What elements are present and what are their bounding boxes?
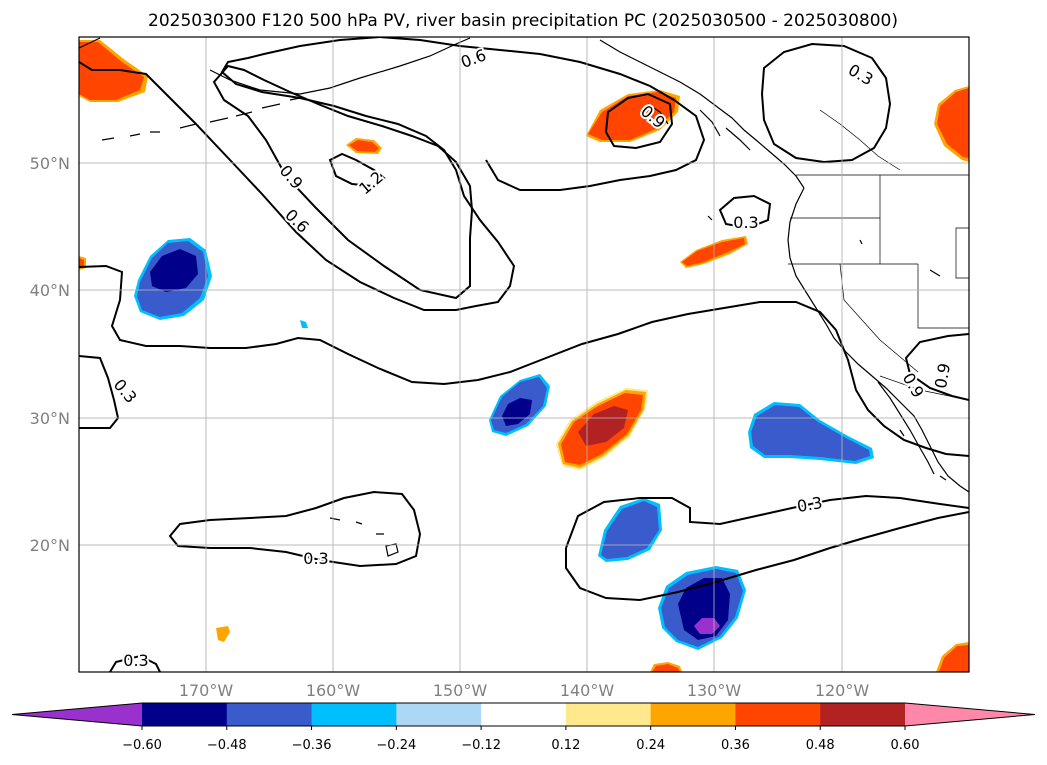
lon-label-130: 130°W — [687, 681, 742, 700]
pv-contour-0.6-se — [904, 333, 969, 401]
shade-orangered-gulf-alaska — [588, 92, 676, 140]
lat-label-20: 20°N — [30, 536, 70, 555]
shade-orangered-small-n — [349, 140, 379, 152]
colorbar-segment — [735, 703, 821, 726]
colorbar-tick-label: −0.36 — [292, 738, 332, 753]
lon-label-170: 170°W — [179, 681, 234, 700]
pv-contour-1.2 — [328, 152, 386, 188]
colorbar-tick-label: −0.48 — [207, 738, 247, 753]
shade-royalblue-e — [751, 405, 870, 461]
pv-contour-0.3-west — [79, 355, 120, 429]
border-ut-az — [955, 227, 969, 279]
coast-small-islands-e — [707, 215, 947, 481]
pv-contour-0.3-south-lower — [565, 511, 969, 602]
colorbar-tick-label: 0.36 — [721, 738, 750, 753]
shade-firebrick-c — [578, 406, 628, 446]
lat-label-50: 50°N — [30, 154, 70, 173]
shade-orangered-edge-w — [79, 258, 84, 268]
pv-contour-0.3-south — [565, 494, 969, 549]
clabel-0.3-sw: 0.3 — [123, 651, 148, 670]
shade-navy-w — [150, 249, 198, 292]
lon-label-150: 150°W — [433, 681, 488, 700]
map-panel: 0.6 0.3 0.9 1.2 0.9 0.6 0.3 0.3 0.9 0.9 … — [30, 36, 970, 700]
shade-orangered-se — [939, 645, 969, 672]
pv-contour-0.6-main — [79, 264, 969, 457]
colorbar-segment — [565, 703, 652, 726]
lon-label-160: 160°W — [306, 681, 361, 700]
pv-contour-0.3-sw — [109, 654, 161, 672]
colorbar-segment — [226, 703, 313, 726]
lon-label-140: 140°W — [560, 681, 615, 700]
lon-label-120: 120°W — [815, 681, 870, 700]
pv-contours — [79, 37, 969, 672]
pv-contour-0.9-gulf — [604, 92, 674, 150]
coast-baja — [877, 381, 935, 475]
clabel-0.3-hawaii: 0.3 — [303, 549, 328, 568]
shade-orangered-bottom — [652, 664, 680, 672]
colorbar: −0.60 −0.48 −0.36 −0.24 −0.12 0.12 0.24 0.36 0.4… — [11, 702, 1036, 753]
colorbar-tick-label: 0.12 — [551, 738, 580, 753]
pv-contour-0.3-hawaii — [168, 490, 422, 568]
lat-tick-labels: 50°N 40°N 30°N 20°N — [30, 154, 70, 555]
gridlines — [79, 37, 969, 672]
pv-contour-0.3-ne — [760, 42, 892, 164]
colorbar-segment — [820, 703, 906, 726]
precip-pc-shading — [79, 40, 969, 672]
coast-hawaii — [329, 517, 399, 557]
lat-label-40: 40°N — [30, 281, 70, 300]
colorbar-extend-min — [12, 703, 142, 726]
coast-alaska-peninsula — [79, 37, 471, 95]
colorbar-tick-label: −0.60 — [122, 738, 162, 753]
lat-label-30: 30°N — [30, 409, 70, 428]
figure-title: 2025030300 F120 500 hPa PV, river basin … — [148, 11, 898, 31]
colorbar-tick-label: −0.24 — [376, 738, 416, 753]
lon-tick-labels: 170°W 160°W 150°W 140°W 130°W 120°W — [179, 681, 870, 700]
colorbar-tick-label: −0.12 — [461, 738, 501, 753]
colorbar-segment — [311, 703, 397, 726]
colorbar-ticks: −0.60 −0.48 −0.36 −0.24 −0.12 0.12 0.24 0.36 0.4… — [122, 726, 919, 753]
pv-contour-0.9-north — [212, 64, 474, 300]
shade-orange-small-s — [216, 626, 230, 642]
border-bc — [819, 109, 901, 171]
map-frame — [78, 36, 970, 673]
colorbar-segment — [650, 703, 736, 726]
map-background — [79, 37, 969, 672]
colorbar-segment — [396, 703, 482, 726]
shade-lightblue-speck — [300, 320, 308, 328]
colorbar-segments — [11, 702, 1036, 727]
clabel-0.3-small: 0.3 — [733, 213, 758, 232]
pv-contour-0.6-gulf — [379, 37, 706, 191]
colorbar-tick-label: 0.24 — [636, 738, 665, 753]
pv-contour-0.3-small — [718, 194, 772, 230]
coast-bc-islands — [647, 103, 751, 151]
coast-west-us — [787, 187, 969, 493]
shade-orangered-ne — [937, 88, 969, 158]
colorbar-segment — [142, 703, 228, 726]
colorbar-tick-label: 0.60 — [891, 738, 920, 753]
coast-alaska-panhandle — [599, 39, 805, 189]
colorbar-segment — [481, 703, 567, 726]
colorbar-tick-label: 0.48 — [806, 738, 835, 753]
coastlines — [79, 37, 969, 557]
shade-navy-c — [502, 398, 532, 426]
colorbar-extend-max — [905, 703, 1035, 726]
border-nv — [917, 264, 969, 329]
